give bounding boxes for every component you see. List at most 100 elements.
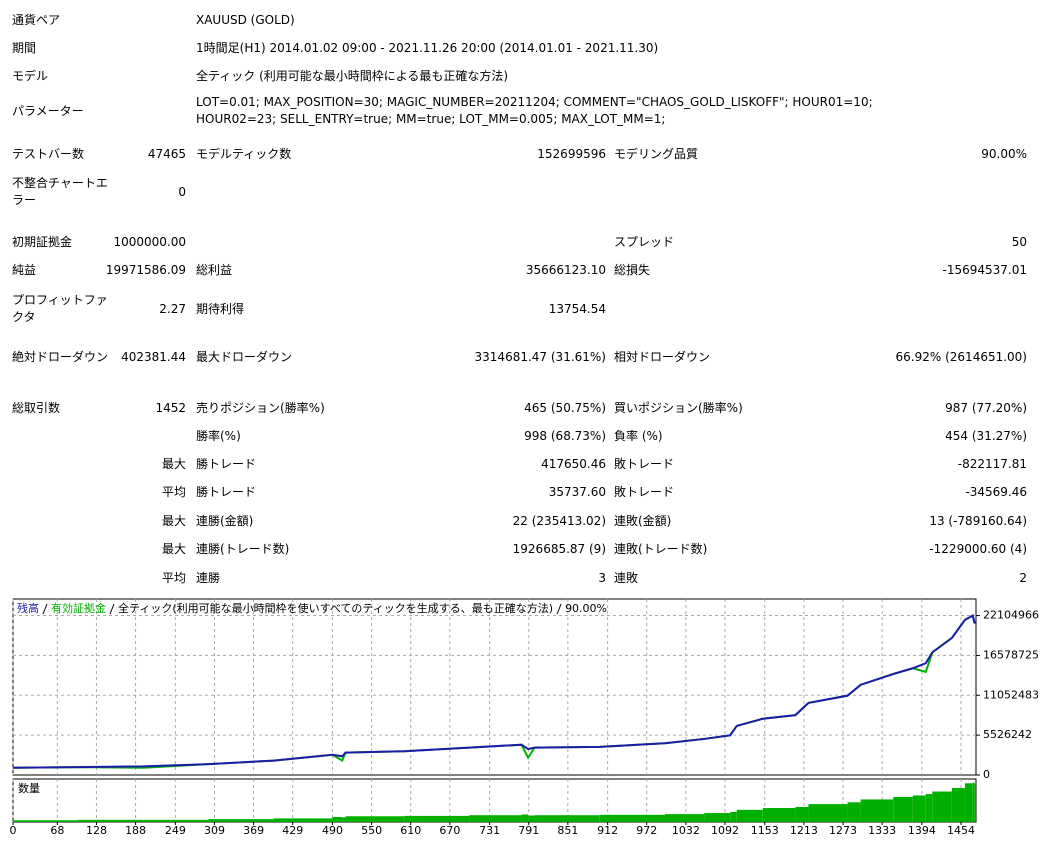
x-tick-label: 68 [50, 824, 64, 837]
x-tick-label: 369 [243, 824, 264, 837]
row-value: 2.27 [159, 301, 186, 316]
y-tick-label: 0 [983, 768, 990, 781]
x-tick-label: 0 [10, 824, 17, 837]
row-value: 66.92% (2614651.00) [895, 349, 1027, 364]
volume-bar [342, 817, 346, 822]
volume-bar [664, 814, 705, 822]
row-value: 417650.46 [541, 456, 606, 471]
separator [109, 603, 115, 615]
row-value: 465 (50.75%) [524, 400, 606, 415]
volume-label: 数量 [18, 782, 40, 795]
x-tick-label: 309 [204, 824, 225, 837]
volume-bar [208, 819, 274, 822]
row-label: 連勝(金額) [196, 513, 254, 528]
volume-bar [78, 819, 144, 822]
volume-bar [599, 814, 665, 822]
volume-bar [521, 814, 529, 822]
x-tick-label: 249 [165, 824, 186, 837]
x-tick-label: 1213 [790, 824, 818, 837]
x-tick-label: 1454 [947, 824, 975, 837]
row-value: -34569.46 [965, 484, 1027, 499]
legend-text: 90.00% [565, 602, 607, 615]
separator [556, 603, 562, 615]
x-tick-label: 670 [439, 824, 460, 837]
plot-frame [12, 598, 977, 776]
x-tick-label: 1394 [908, 824, 936, 837]
row-label: モデリング品質 [614, 146, 699, 161]
x-tick-label: 188 [125, 824, 146, 837]
row-value: 454 (31.27%) [945, 428, 1027, 443]
row-label: 売りポジション(勝率%) [196, 400, 325, 415]
volume-bar [972, 782, 975, 822]
legend-text: 残高 [17, 601, 39, 615]
row-value: 13 (-789160.64) [929, 513, 1027, 528]
row-value: 22 (235413.02) [512, 513, 606, 528]
volume-bar [808, 804, 848, 822]
y-tick-label: 22104966 [983, 609, 1039, 622]
row-label: 勝トレード [196, 484, 257, 499]
row-label: 純益 [12, 262, 37, 277]
row-label: 連敗 [614, 570, 639, 585]
row-label: 初期証拠金 [12, 234, 73, 249]
separator [42, 603, 48, 615]
row-label: 絶対ドローダウン [12, 349, 109, 364]
x-tick-label: 1032 [672, 824, 700, 837]
row-value: 1000000.00 [113, 234, 186, 249]
row-label: 勝率(%) [196, 428, 241, 443]
volume-bar [332, 816, 343, 822]
legend-text: 全ティック(利用可能な最小時間枠を使いすべてのティックを生成する、最も正確な方法… [118, 601, 553, 615]
row-value: 3314681.47 (31.61%) [474, 349, 606, 364]
x-tick-label: 490 [322, 824, 343, 837]
row-value: 998 (68.73%) [524, 428, 606, 443]
row-label: 最大ドローダウン [196, 349, 293, 364]
row-label: 総損失 [614, 262, 651, 277]
row-value: 全ティック (利用可能な最小時間枠による最も正確な方法) [196, 68, 509, 83]
y-tick-label: 16578725 [983, 648, 1039, 661]
row-label: プロフィットファクタ [12, 293, 108, 324]
row-label: 期待利得 [196, 301, 245, 316]
volume-bar [143, 819, 209, 822]
volume-bar [893, 796, 913, 822]
row-label: 総利益 [196, 262, 233, 277]
volume-bar [528, 815, 535, 822]
row-label: モデル [12, 68, 49, 83]
row-value: 35666123.10 [525, 262, 606, 277]
row-value: 平均 [161, 570, 186, 585]
volume-bar [912, 795, 926, 822]
x-tick-label: 1153 [751, 824, 779, 837]
volume-bar [469, 815, 522, 822]
row-label: モデルティック数 [196, 146, 292, 161]
volume-bar [974, 784, 976, 822]
x-tick-label: 550 [361, 824, 382, 837]
volume-bar [860, 799, 894, 822]
row-value: XAUUSD (GOLD) [196, 12, 295, 27]
row-value: 0 [178, 184, 186, 199]
volume-bar [273, 818, 333, 822]
row-value: 最大 [161, 541, 186, 556]
row-label: 不整合チャートエラー [12, 176, 108, 207]
row-value: 152699596 [537, 146, 606, 161]
row-label: 買いポジション(勝率%) [614, 400, 743, 415]
row-label: 連敗(トレード数) [614, 541, 708, 556]
x-tick-label: 128 [86, 824, 107, 837]
row-value: 987 (77.20%) [945, 400, 1027, 415]
row-value: 19971586.09 [105, 262, 186, 277]
volume-bar [964, 783, 973, 822]
row-label: テストバー数 [12, 146, 85, 161]
row-label: 敗トレード [614, 456, 675, 471]
row-value: 2 [1019, 570, 1027, 585]
row-label: 総取引数 [12, 400, 61, 415]
x-tick-label: 912 [597, 824, 618, 837]
row-value: 1452 [155, 400, 186, 415]
volume-bar [534, 815, 600, 822]
volume-bar [730, 811, 737, 822]
row-label: 期間 [12, 40, 37, 55]
x-tick-label: 610 [400, 824, 421, 837]
row-value: 50 [1011, 234, 1027, 249]
row-label: 相対ドローダウン [614, 349, 711, 364]
series-line [12, 614, 976, 769]
row-label: 負率 (%) [614, 428, 663, 443]
x-tick-label: 791 [518, 824, 539, 837]
volume-bar [762, 808, 796, 822]
